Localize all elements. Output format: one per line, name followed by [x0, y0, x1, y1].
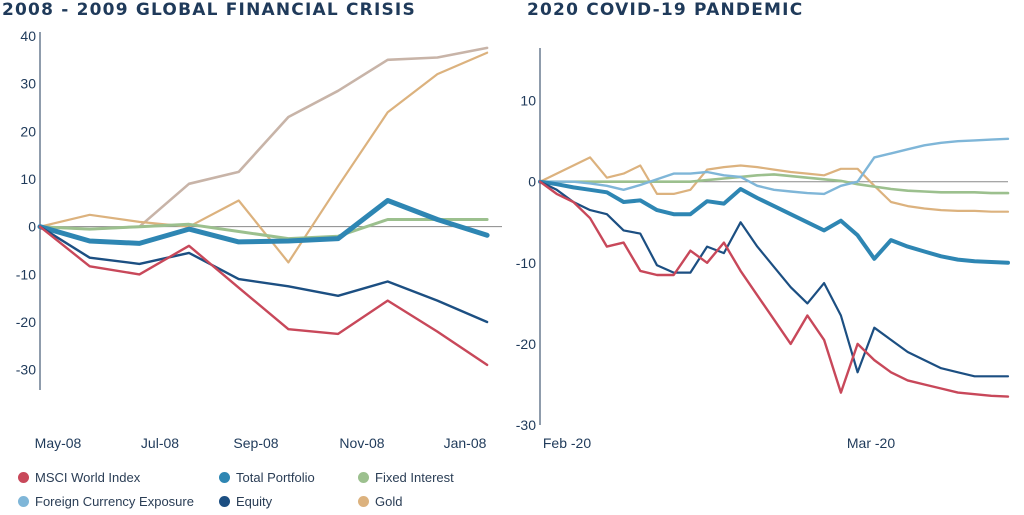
legend-label-foreign-currency: Foreign Currency Exposure: [35, 494, 194, 509]
y-tick-label-gfc: 20: [20, 123, 36, 139]
legend-item-fixed-interest: Fixed Interest: [358, 470, 454, 485]
y-tick-label-covid: -10: [516, 255, 536, 271]
legend-marker-total-portfolio: [219, 472, 230, 483]
legend-marker-gold: [358, 496, 369, 507]
legend-label-gold: Gold: [375, 494, 403, 509]
legend-item-equity: Equity: [219, 494, 272, 509]
y-tick-label-gfc: -10: [16, 266, 36, 282]
series-line-fx-covid: [538, 137, 1010, 196]
legend-marker-equity: [219, 496, 230, 507]
legend-label-total-portfolio: Total Portfolio: [236, 470, 315, 485]
x-tick-label-gfc: May-08: [35, 435, 82, 451]
x-tick-label-covid: Mar -20: [847, 435, 895, 451]
chart-title-gfc: 2008 - 2009 GLOBAL FINANCIAL CRISIS: [2, 0, 416, 20]
series-line-gold-covid: [538, 156, 1010, 213]
legend-item-msci: MSCI World Index: [18, 470, 140, 485]
series-line-gold-gfc: [38, 51, 489, 264]
y-tick-label-gfc: -20: [16, 314, 36, 330]
y-tick-label-gfc: -30: [16, 362, 36, 378]
legend-marker-fixed-interest: [358, 472, 369, 483]
x-tick-label-gfc: Sep-08: [233, 435, 278, 451]
legend-item-total-portfolio: Total Portfolio: [219, 470, 315, 485]
series-line-msci-gfc: [38, 225, 489, 367]
y-tick-label-covid: -30: [516, 417, 536, 433]
legend-item-gold: Gold: [358, 494, 402, 509]
legend-label-equity: Equity: [236, 494, 273, 509]
legend-label-fixed-interest: Fixed Interest: [375, 470, 454, 485]
y-tick-label-covid: 10: [520, 93, 536, 109]
legend-item-foreign-currency: Foreign Currency Exposure: [18, 494, 194, 509]
chart-covid: 10 0 -10 -20 -30 Feb -20 Mar -20: [516, 48, 1010, 451]
y-tick-label-gfc: 0: [28, 219, 36, 235]
x-tick-label-gfc: Jul-08: [141, 435, 179, 451]
x-tick-label-covid: Feb -20: [543, 435, 591, 451]
series-line-fixed-gfc: [38, 218, 489, 241]
series-line-msci-covid: [538, 180, 1010, 398]
y-tick-label-gfc: 30: [20, 76, 36, 92]
series-line-equity-covid: [538, 180, 1010, 378]
chart-gfc: 40 30 20 10 0 -10 -20 -30 May-08 Jul-08 Sep-08 Nov-…: [16, 28, 502, 451]
x-tick-label-gfc: Jan-08: [444, 435, 487, 451]
y-tick-label-covid: 0: [528, 174, 536, 190]
y-tick-label-covid: -20: [516, 336, 536, 352]
legend-marker-foreign-currency: [18, 496, 29, 507]
legend-label-msci: MSCI World Index: [35, 470, 141, 485]
legend-marker-msci: [18, 472, 29, 483]
series-line-equity-gfc: [38, 225, 489, 324]
y-tick-label-gfc: 40: [20, 28, 36, 44]
y-tick-label-gfc: 10: [20, 171, 36, 187]
series-line-total-gfc: [37, 198, 490, 246]
series-line-total-covid: [538, 179, 1010, 265]
series-line-fixed-covid: [538, 173, 1010, 195]
series-line-gfc_unlabeled-gfc: [38, 46, 489, 231]
chart-title-covid: 2020 COVID-19 PANDEMIC: [527, 0, 804, 20]
x-tick-label-gfc: Nov-08: [339, 435, 384, 451]
